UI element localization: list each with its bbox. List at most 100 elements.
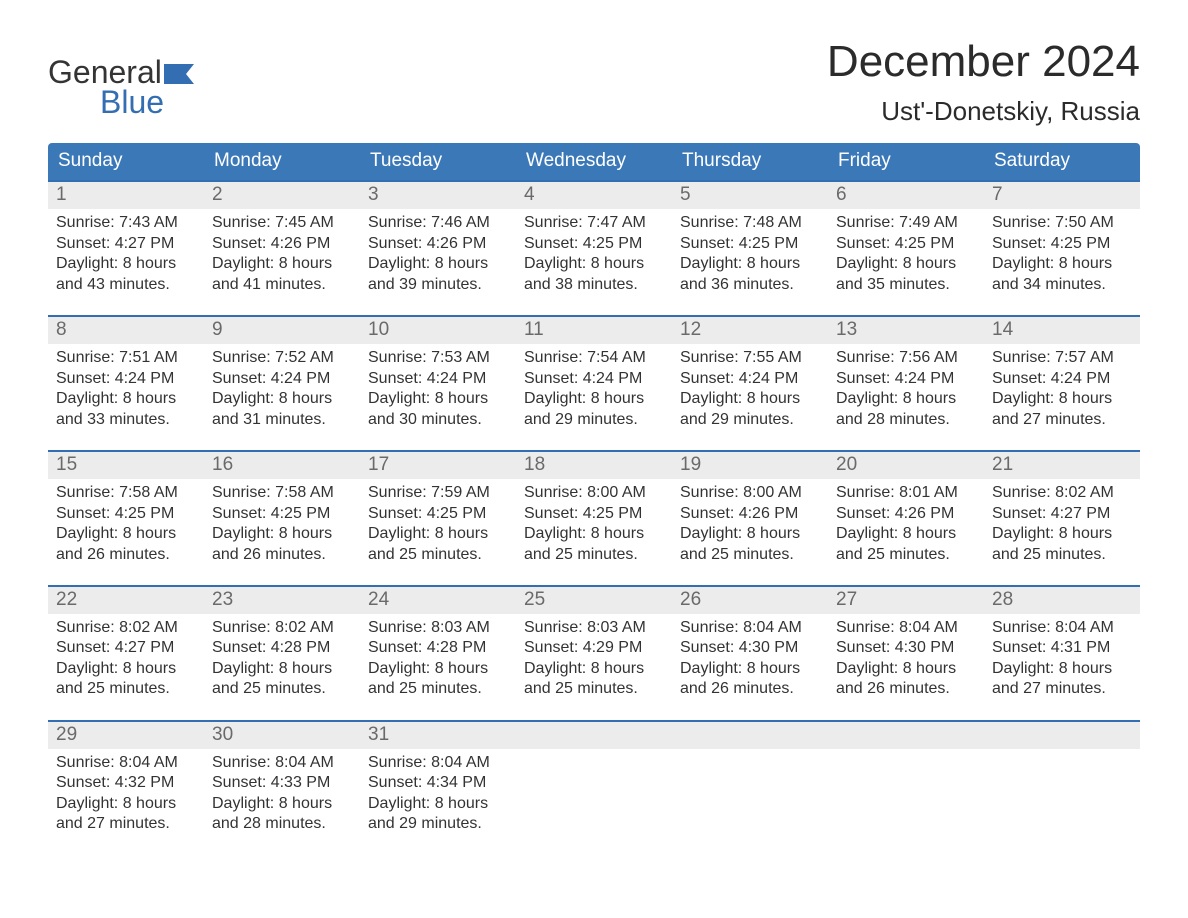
sunset-line: Sunset: 4:33 PM — [212, 773, 352, 793]
sunset-line: Sunset: 4:26 PM — [680, 504, 820, 524]
sunset-line: Sunset: 4:25 PM — [56, 504, 196, 524]
sunrise-line: Sunrise: 7:51 AM — [56, 348, 196, 368]
day-number: 8 — [48, 317, 204, 344]
calendar-week: 1234567Sunrise: 7:43 AMSunset: 4:27 PMDa… — [48, 180, 1140, 301]
page: General Blue December 2024 Ust'-Donetski… — [0, 0, 1188, 918]
day-cell: Sunrise: 7:57 AMSunset: 4:24 PMDaylight:… — [984, 344, 1140, 436]
sunset-line: Sunset: 4:31 PM — [992, 638, 1132, 658]
day-cell: Sunrise: 7:58 AMSunset: 4:25 PMDaylight:… — [204, 479, 360, 571]
daylight-line: Daylight: 8 hours and 36 minutes. — [680, 254, 820, 295]
day-number: 20 — [828, 452, 984, 479]
sunset-line: Sunset: 4:34 PM — [368, 773, 508, 793]
daylight-line: Daylight: 8 hours and 25 minutes. — [680, 524, 820, 565]
day-cell: Sunrise: 7:54 AMSunset: 4:24 PMDaylight:… — [516, 344, 672, 436]
day-number: 17 — [360, 452, 516, 479]
day-number: 28 — [984, 587, 1140, 614]
sunset-line: Sunset: 4:25 PM — [524, 234, 664, 254]
sunrise-line: Sunrise: 7:58 AM — [56, 483, 196, 503]
sunrise-line: Sunrise: 7:48 AM — [680, 213, 820, 233]
sunset-line: Sunset: 4:25 PM — [836, 234, 976, 254]
logo: General Blue — [48, 56, 194, 118]
sunrise-line: Sunrise: 8:04 AM — [368, 753, 508, 773]
day-cell — [672, 749, 828, 841]
day-cell — [984, 749, 1140, 841]
daylight-line: Daylight: 8 hours and 43 minutes. — [56, 254, 196, 295]
day-cell: Sunrise: 8:02 AMSunset: 4:27 PMDaylight:… — [984, 479, 1140, 571]
sunrise-line: Sunrise: 8:04 AM — [56, 753, 196, 773]
day-cell: Sunrise: 7:52 AMSunset: 4:24 PMDaylight:… — [204, 344, 360, 436]
day-content-row: Sunrise: 7:51 AMSunset: 4:24 PMDaylight:… — [48, 344, 1140, 436]
day-cell: Sunrise: 7:45 AMSunset: 4:26 PMDaylight:… — [204, 209, 360, 301]
sunrise-line: Sunrise: 7:49 AM — [836, 213, 976, 233]
sunrise-line: Sunrise: 7:57 AM — [992, 348, 1132, 368]
day-cell: Sunrise: 8:04 AMSunset: 4:30 PMDaylight:… — [672, 614, 828, 706]
calendar-week: 22232425262728Sunrise: 8:02 AMSunset: 4:… — [48, 585, 1140, 706]
day-cell: Sunrise: 8:04 AMSunset: 4:30 PMDaylight:… — [828, 614, 984, 706]
day-cell: Sunrise: 8:03 AMSunset: 4:29 PMDaylight:… — [516, 614, 672, 706]
sunrise-line: Sunrise: 7:52 AM — [212, 348, 352, 368]
sunrise-line: Sunrise: 8:04 AM — [992, 618, 1132, 638]
day-number: 6 — [828, 182, 984, 209]
sunset-line: Sunset: 4:25 PM — [680, 234, 820, 254]
sunset-line: Sunset: 4:29 PM — [524, 638, 664, 658]
sunrise-line: Sunrise: 8:00 AM — [524, 483, 664, 503]
sunrise-line: Sunrise: 8:04 AM — [212, 753, 352, 773]
calendar-header-row: Sunday Monday Tuesday Wednesday Thursday… — [48, 143, 1140, 180]
sunrise-line: Sunrise: 7:58 AM — [212, 483, 352, 503]
sunset-line: Sunset: 4:28 PM — [368, 638, 508, 658]
daynum-row: 1234567 — [48, 180, 1140, 209]
day-cell: Sunrise: 8:04 AMSunset: 4:33 PMDaylight:… — [204, 749, 360, 841]
weekday-header: Saturday — [984, 143, 1140, 180]
sunrise-line: Sunrise: 8:01 AM — [836, 483, 976, 503]
flag-icon — [164, 64, 194, 84]
day-cell: Sunrise: 7:58 AMSunset: 4:25 PMDaylight:… — [48, 479, 204, 571]
sunset-line: Sunset: 4:25 PM — [212, 504, 352, 524]
sunset-line: Sunset: 4:25 PM — [992, 234, 1132, 254]
sunset-line: Sunset: 4:24 PM — [212, 369, 352, 389]
daylight-line: Daylight: 8 hours and 26 minutes. — [836, 659, 976, 700]
day-cell: Sunrise: 8:00 AMSunset: 4:25 PMDaylight:… — [516, 479, 672, 571]
day-number: 14 — [984, 317, 1140, 344]
weekday-header: Sunday — [48, 143, 204, 180]
day-number: 30 — [204, 722, 360, 749]
sunrise-line: Sunrise: 8:03 AM — [368, 618, 508, 638]
day-cell: Sunrise: 7:53 AMSunset: 4:24 PMDaylight:… — [360, 344, 516, 436]
daylight-line: Daylight: 8 hours and 25 minutes. — [524, 524, 664, 565]
daylight-line: Daylight: 8 hours and 30 minutes. — [368, 389, 508, 430]
day-number: 1 — [48, 182, 204, 209]
day-number: 9 — [204, 317, 360, 344]
day-cell: Sunrise: 7:51 AMSunset: 4:24 PMDaylight:… — [48, 344, 204, 436]
day-number: 29 — [48, 722, 204, 749]
sunset-line: Sunset: 4:24 PM — [368, 369, 508, 389]
sunrise-line: Sunrise: 8:04 AM — [836, 618, 976, 638]
day-number: 2 — [204, 182, 360, 209]
sunset-line: Sunset: 4:24 PM — [56, 369, 196, 389]
daylight-line: Daylight: 8 hours and 27 minutes. — [992, 659, 1132, 700]
day-number: 19 — [672, 452, 828, 479]
day-number: 15 — [48, 452, 204, 479]
daylight-line: Daylight: 8 hours and 41 minutes. — [212, 254, 352, 295]
daylight-line: Daylight: 8 hours and 39 minutes. — [368, 254, 508, 295]
sunset-line: Sunset: 4:32 PM — [56, 773, 196, 793]
sunset-line: Sunset: 4:27 PM — [56, 234, 196, 254]
sunrise-line: Sunrise: 8:02 AM — [56, 618, 196, 638]
sunset-line: Sunset: 4:24 PM — [836, 369, 976, 389]
sunrise-line: Sunrise: 7:59 AM — [368, 483, 508, 503]
day-cell: Sunrise: 7:46 AMSunset: 4:26 PMDaylight:… — [360, 209, 516, 301]
daylight-line: Daylight: 8 hours and 25 minutes. — [368, 659, 508, 700]
day-cell: Sunrise: 7:56 AMSunset: 4:24 PMDaylight:… — [828, 344, 984, 436]
daylight-line: Daylight: 8 hours and 25 minutes. — [836, 524, 976, 565]
weekday-header: Tuesday — [360, 143, 516, 180]
day-number: 16 — [204, 452, 360, 479]
daylight-line: Daylight: 8 hours and 38 minutes. — [524, 254, 664, 295]
daylight-line: Daylight: 8 hours and 26 minutes. — [56, 524, 196, 565]
sunset-line: Sunset: 4:27 PM — [992, 504, 1132, 524]
daylight-line: Daylight: 8 hours and 26 minutes. — [680, 659, 820, 700]
day-cell: Sunrise: 7:49 AMSunset: 4:25 PMDaylight:… — [828, 209, 984, 301]
daylight-line: Daylight: 8 hours and 31 minutes. — [212, 389, 352, 430]
day-number: 18 — [516, 452, 672, 479]
day-number: 22 — [48, 587, 204, 614]
sunrise-line: Sunrise: 7:46 AM — [368, 213, 508, 233]
day-content-row: Sunrise: 8:04 AMSunset: 4:32 PMDaylight:… — [48, 749, 1140, 841]
sunset-line: Sunset: 4:24 PM — [992, 369, 1132, 389]
